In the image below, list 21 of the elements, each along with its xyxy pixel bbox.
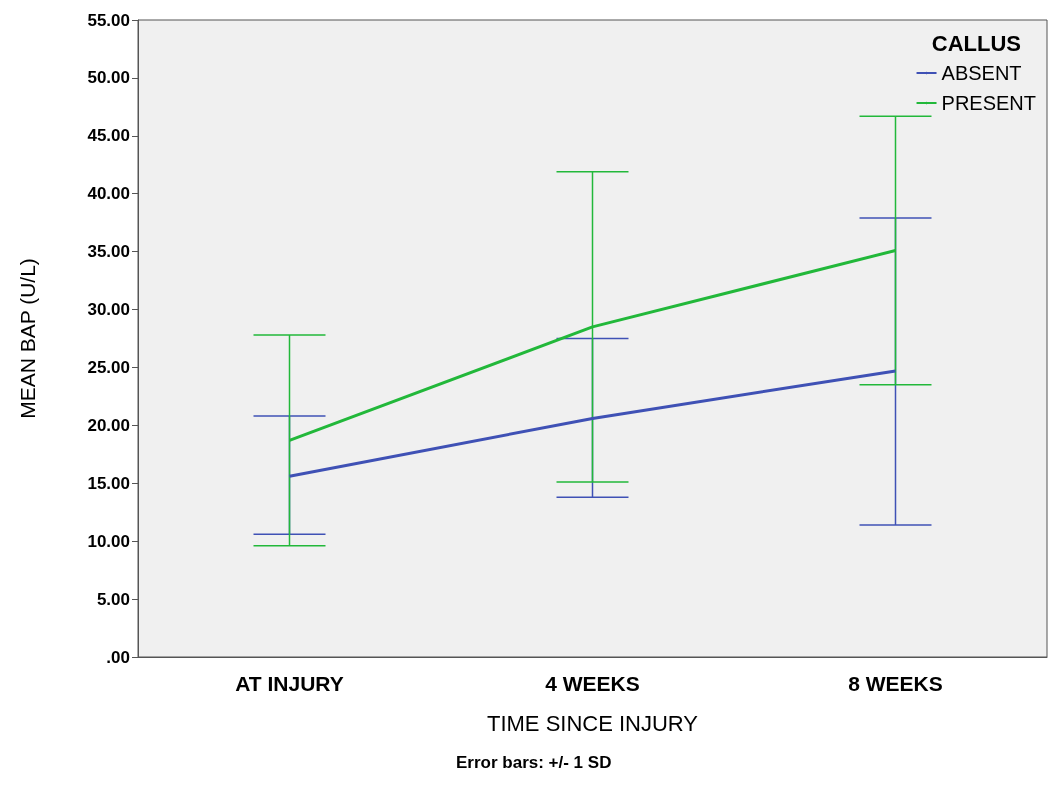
y-tick-label: 55.00 bbox=[87, 10, 130, 30]
legend-label: PRESENT bbox=[941, 92, 1037, 114]
y-tick-label: 30.00 bbox=[87, 300, 130, 320]
y-tick-label: 5.00 bbox=[96, 589, 130, 609]
text: Error bars: +/- 1 SD bbox=[456, 753, 612, 772]
x-tick-label: AT INJURY bbox=[235, 672, 344, 695]
y-tick-label: 40.00 bbox=[87, 184, 130, 204]
x-axis-title: TIME SINCE INJURY bbox=[486, 710, 699, 736]
x-tick-label: 4 WEEKS bbox=[545, 672, 640, 695]
y-tick-label: 10.00 bbox=[87, 531, 130, 551]
y-tick-label: 20.00 bbox=[87, 415, 130, 435]
y-tick-label: 15.00 bbox=[87, 473, 130, 493]
y-tick-label: 35.00 bbox=[87, 242, 130, 262]
y-axis-title: MEAN BAP (U/L) bbox=[16, 258, 39, 419]
legend-label: ABSENT bbox=[941, 62, 1022, 84]
x-tick-label: 8 WEEKS bbox=[848, 672, 943, 695]
legend-title: CALLUS bbox=[931, 30, 1021, 56]
y-tick-label: 45.00 bbox=[87, 126, 130, 146]
y-tick-label: 25.00 bbox=[87, 357, 130, 377]
y-tick-label: 50.00 bbox=[87, 68, 130, 88]
y-tick-label: .00 bbox=[106, 647, 130, 667]
